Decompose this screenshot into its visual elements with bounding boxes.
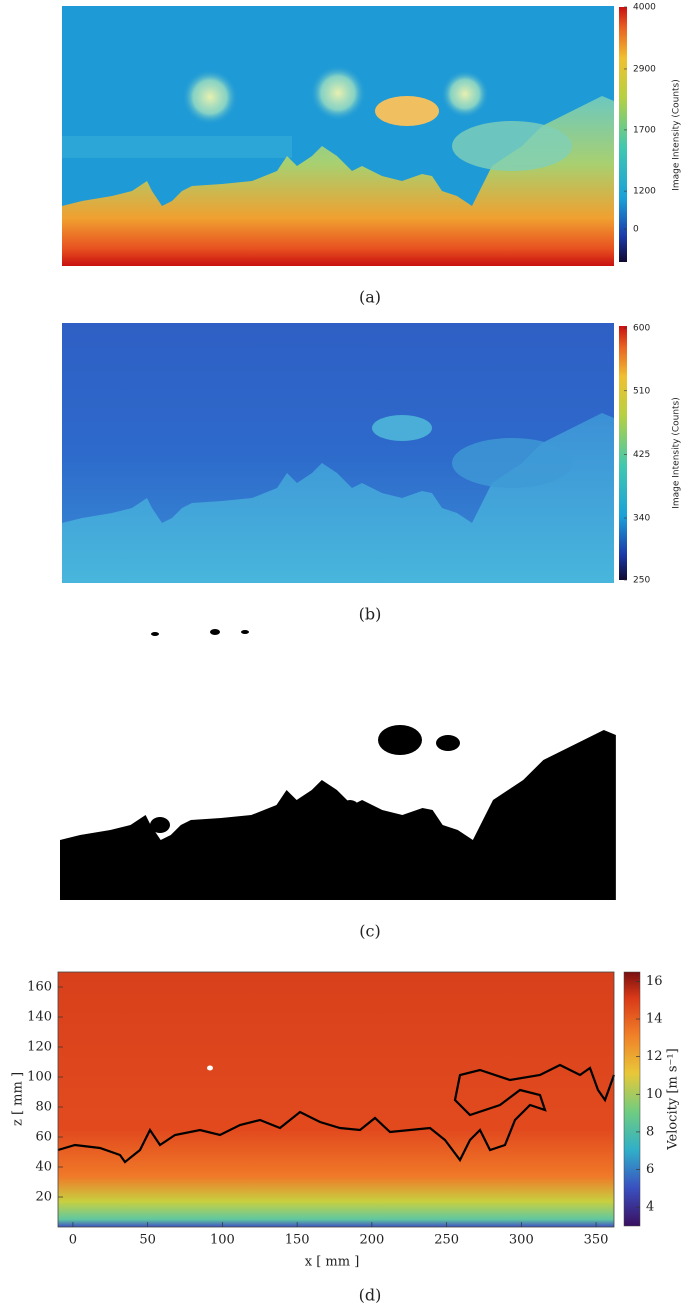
- colorbar: [619, 326, 627, 580]
- y-tick-label: 140: [27, 1010, 52, 1025]
- x-tick-label: 50: [139, 1233, 156, 1248]
- colorbar-tick-label: 14: [646, 1012, 663, 1027]
- colorbar-tick-label: 425: [633, 450, 650, 460]
- x-axis-label: x [ mm ]: [305, 1255, 360, 1270]
- colorbar-tick-label: 600: [633, 324, 650, 334]
- colorbar-tick-label: 16: [646, 974, 663, 989]
- caption: (c): [359, 922, 380, 941]
- colorbar-label: Velocity [m s⁻¹]: [666, 1048, 681, 1150]
- colorbar-tick-label: 2900: [633, 64, 656, 74]
- image-b: [62, 323, 614, 583]
- colorbar-tick-label: 4: [646, 1200, 654, 1215]
- colorbar-tick-label: 340: [633, 514, 650, 524]
- y-tick-label: 160: [27, 980, 52, 995]
- x-tick-label: 350: [584, 1233, 609, 1248]
- colorbar-tick-label: 0: [633, 225, 639, 235]
- y-tick-label: 80: [35, 1100, 52, 1115]
- colorbar-label: Image Intensity (Counts): [672, 79, 682, 191]
- colorbar-tick-label: 8: [646, 1124, 654, 1139]
- y-tick-label: 100: [27, 1070, 52, 1085]
- mask-c: [60, 629, 616, 900]
- colorbar-label: Image Intensity (Counts): [672, 397, 682, 509]
- y-tick-label: 40: [35, 1160, 52, 1175]
- colorbar-tick-label: 250: [633, 576, 650, 586]
- colorbar-tick-label: 10: [646, 1087, 663, 1102]
- caption: (d): [359, 1286, 382, 1305]
- colorbar-tick-label: 510: [633, 386, 650, 396]
- caption: (b): [359, 605, 382, 624]
- colorbar: [623, 971, 641, 1227]
- colorbar-tick-label: 1200: [633, 187, 656, 197]
- x-tick-label: 200: [359, 1233, 384, 1248]
- mask-spot: [207, 1065, 213, 1071]
- caption: (a): [359, 288, 381, 307]
- x-tick-label: 100: [210, 1233, 235, 1248]
- colorbar-tick-label: 12: [646, 1049, 663, 1064]
- colorbar-tick-label: 1700: [633, 125, 656, 135]
- x-tick-label: 150: [285, 1233, 310, 1248]
- plot-frame: [57, 971, 615, 1228]
- x-tick-label: 0: [69, 1233, 77, 1248]
- colorbar-tick-label: 6: [646, 1162, 654, 1177]
- colorbar: [619, 7, 627, 262]
- interface-contour: [57, 1063, 616, 1164]
- x-tick-label: 250: [434, 1233, 459, 1248]
- colorbar-tick-label: 4000: [633, 3, 656, 13]
- y-tick-label: 120: [27, 1040, 52, 1055]
- velocity-field: [58, 972, 614, 1227]
- y-tick-label: 60: [35, 1130, 52, 1145]
- image-a: [62, 6, 614, 266]
- y-tick-label: 20: [35, 1190, 52, 1205]
- x-tick-label: 300: [509, 1233, 534, 1248]
- y-axis-label: z [ mm ]: [11, 1072, 26, 1126]
